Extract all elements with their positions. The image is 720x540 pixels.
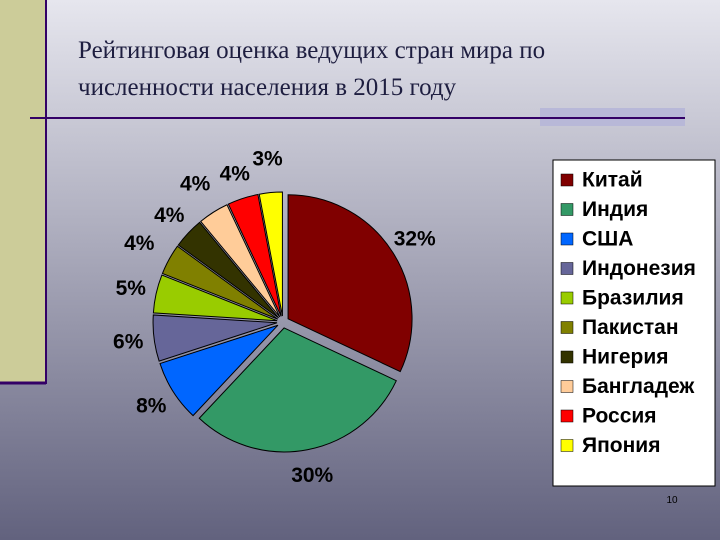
side-bar (0, 0, 46, 384)
legend-label: Китай (582, 169, 643, 192)
legend-label: Япония (582, 434, 660, 457)
legend-swatch (560, 262, 574, 275)
data-label: 4% (124, 232, 155, 255)
legend-swatch (560, 380, 574, 393)
legend-swatch (560, 439, 574, 452)
legend-swatch (560, 291, 574, 305)
pie-slice (258, 191, 283, 317)
legend-swatch (560, 173, 574, 187)
legend-label: США (582, 228, 633, 251)
legend-label: Пакистан (582, 316, 679, 339)
pie-slice (200, 204, 281, 318)
chart-title: численности населения в 2015 году (78, 74, 457, 101)
pie-slice (177, 221, 280, 319)
pie-slice (227, 193, 282, 317)
data-label: 4% (180, 173, 211, 196)
data-label: 30% (291, 464, 333, 487)
legend-swatch (560, 203, 574, 216)
chart-title: Рейтинговая оценка ведущих стран мира по (78, 37, 545, 64)
legend-swatch (560, 232, 574, 246)
pie-slice (159, 324, 279, 417)
pie-slice (152, 274, 278, 322)
data-label: 3% (252, 148, 283, 171)
legend-label: Россия (582, 405, 657, 428)
legend-label: Нигерия (582, 346, 669, 369)
legend-label: Индия (582, 198, 648, 221)
legend-swatch (560, 409, 574, 423)
data-label: 4% (220, 163, 251, 186)
legend-label: Бангладеж (582, 375, 695, 398)
data-label: 32% (394, 227, 436, 250)
legend-label: Бразилия (582, 287, 684, 310)
slide-number: 10 (666, 495, 678, 506)
data-label: 8% (136, 395, 167, 418)
pie-slice (287, 194, 413, 373)
data-label: 5% (116, 277, 147, 300)
pie-slice (152, 314, 278, 362)
pie-slice (198, 327, 397, 453)
data-label: 4% (154, 204, 185, 227)
legend-box (552, 159, 716, 487)
pie-slice (161, 245, 279, 320)
data-label: 6% (113, 331, 144, 354)
legend-label: Индонезия (582, 257, 696, 280)
legend-swatch (560, 350, 574, 364)
legend-swatch (560, 321, 574, 334)
